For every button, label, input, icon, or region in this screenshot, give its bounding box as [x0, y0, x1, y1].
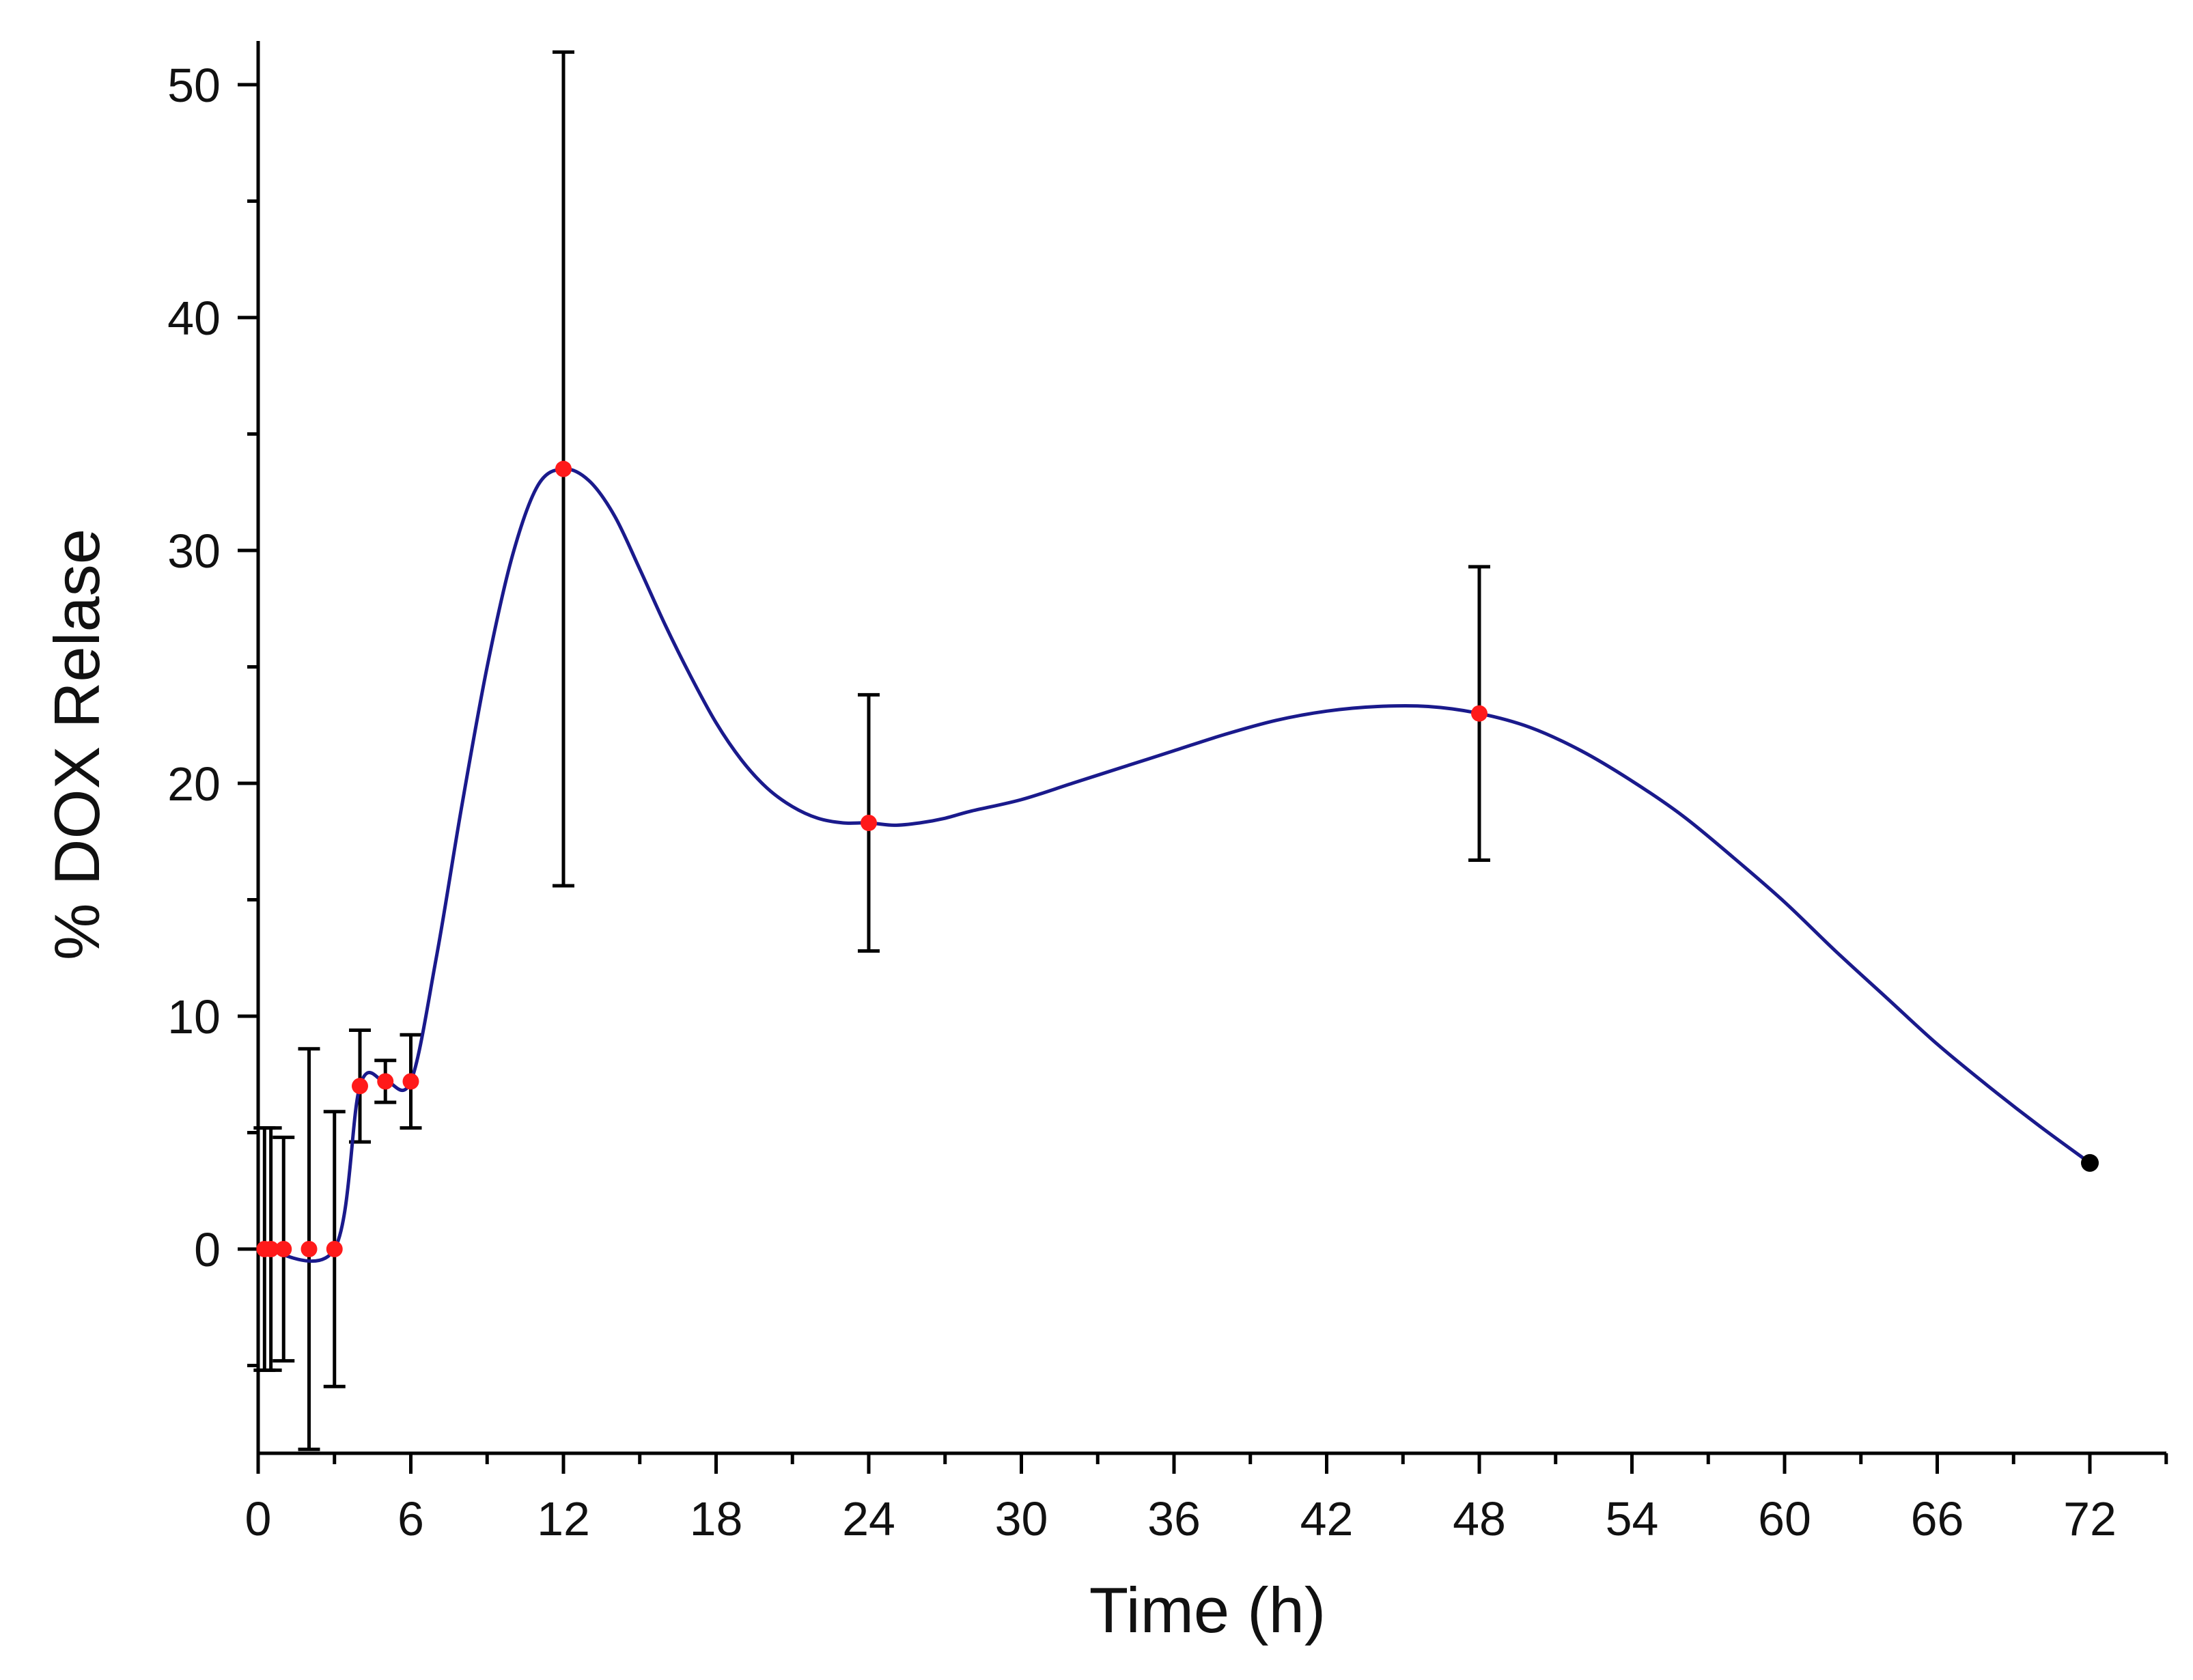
y-tick-label: 50 — [167, 59, 221, 112]
x-tick-label: 30 — [995, 1492, 1048, 1545]
error-bars — [253, 50, 1490, 1451]
release-curve — [264, 467, 2091, 1263]
data-point — [555, 460, 572, 477]
data-points — [256, 460, 2099, 1257]
x-tick-label: 72 — [2063, 1492, 2117, 1545]
data-point — [262, 1241, 279, 1257]
data-point — [301, 1241, 318, 1257]
y-tick-label: 0 — [194, 1223, 221, 1276]
x-tick-label: 0 — [245, 1492, 272, 1545]
y-tick-label: 10 — [167, 990, 221, 1044]
data-point — [861, 814, 877, 831]
data-point — [326, 1241, 343, 1257]
x-tick-label: 18 — [690, 1492, 743, 1545]
data-point — [377, 1073, 394, 1090]
data-point — [2081, 1153, 2099, 1172]
y-tick-label: 20 — [167, 757, 221, 811]
x-tick-label: 42 — [1300, 1492, 1354, 1545]
y-tick-label: 30 — [167, 524, 221, 578]
x-axis-title: Time (h) — [1089, 1574, 1326, 1646]
x-tick-label: 54 — [1606, 1492, 1659, 1545]
x-tick-label: 60 — [1758, 1492, 1811, 1545]
data-point — [275, 1241, 292, 1257]
data-point — [352, 1078, 368, 1095]
y-tick-label: 40 — [167, 292, 221, 345]
data-point — [402, 1073, 419, 1090]
release-curve-layer — [264, 467, 2091, 1263]
x-tick-label: 12 — [537, 1492, 590, 1545]
x-tick-label: 48 — [1453, 1492, 1506, 1545]
y-axis-title: % DOX Relase — [41, 529, 113, 960]
data-point — [1471, 705, 1487, 722]
x-tick-label: 66 — [1911, 1492, 1964, 1545]
x-tick-label: 36 — [1147, 1492, 1201, 1545]
x-tick-label: 6 — [397, 1492, 424, 1545]
x-tick-label: 24 — [842, 1492, 895, 1545]
axes: 0 6 12 18 24 30 36 42 48 54 60 66 72 0 10 20 30 40 50 — [167, 41, 2168, 1545]
